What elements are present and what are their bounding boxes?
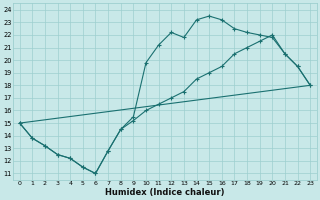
X-axis label: Humidex (Indice chaleur): Humidex (Indice chaleur) [105, 188, 225, 197]
